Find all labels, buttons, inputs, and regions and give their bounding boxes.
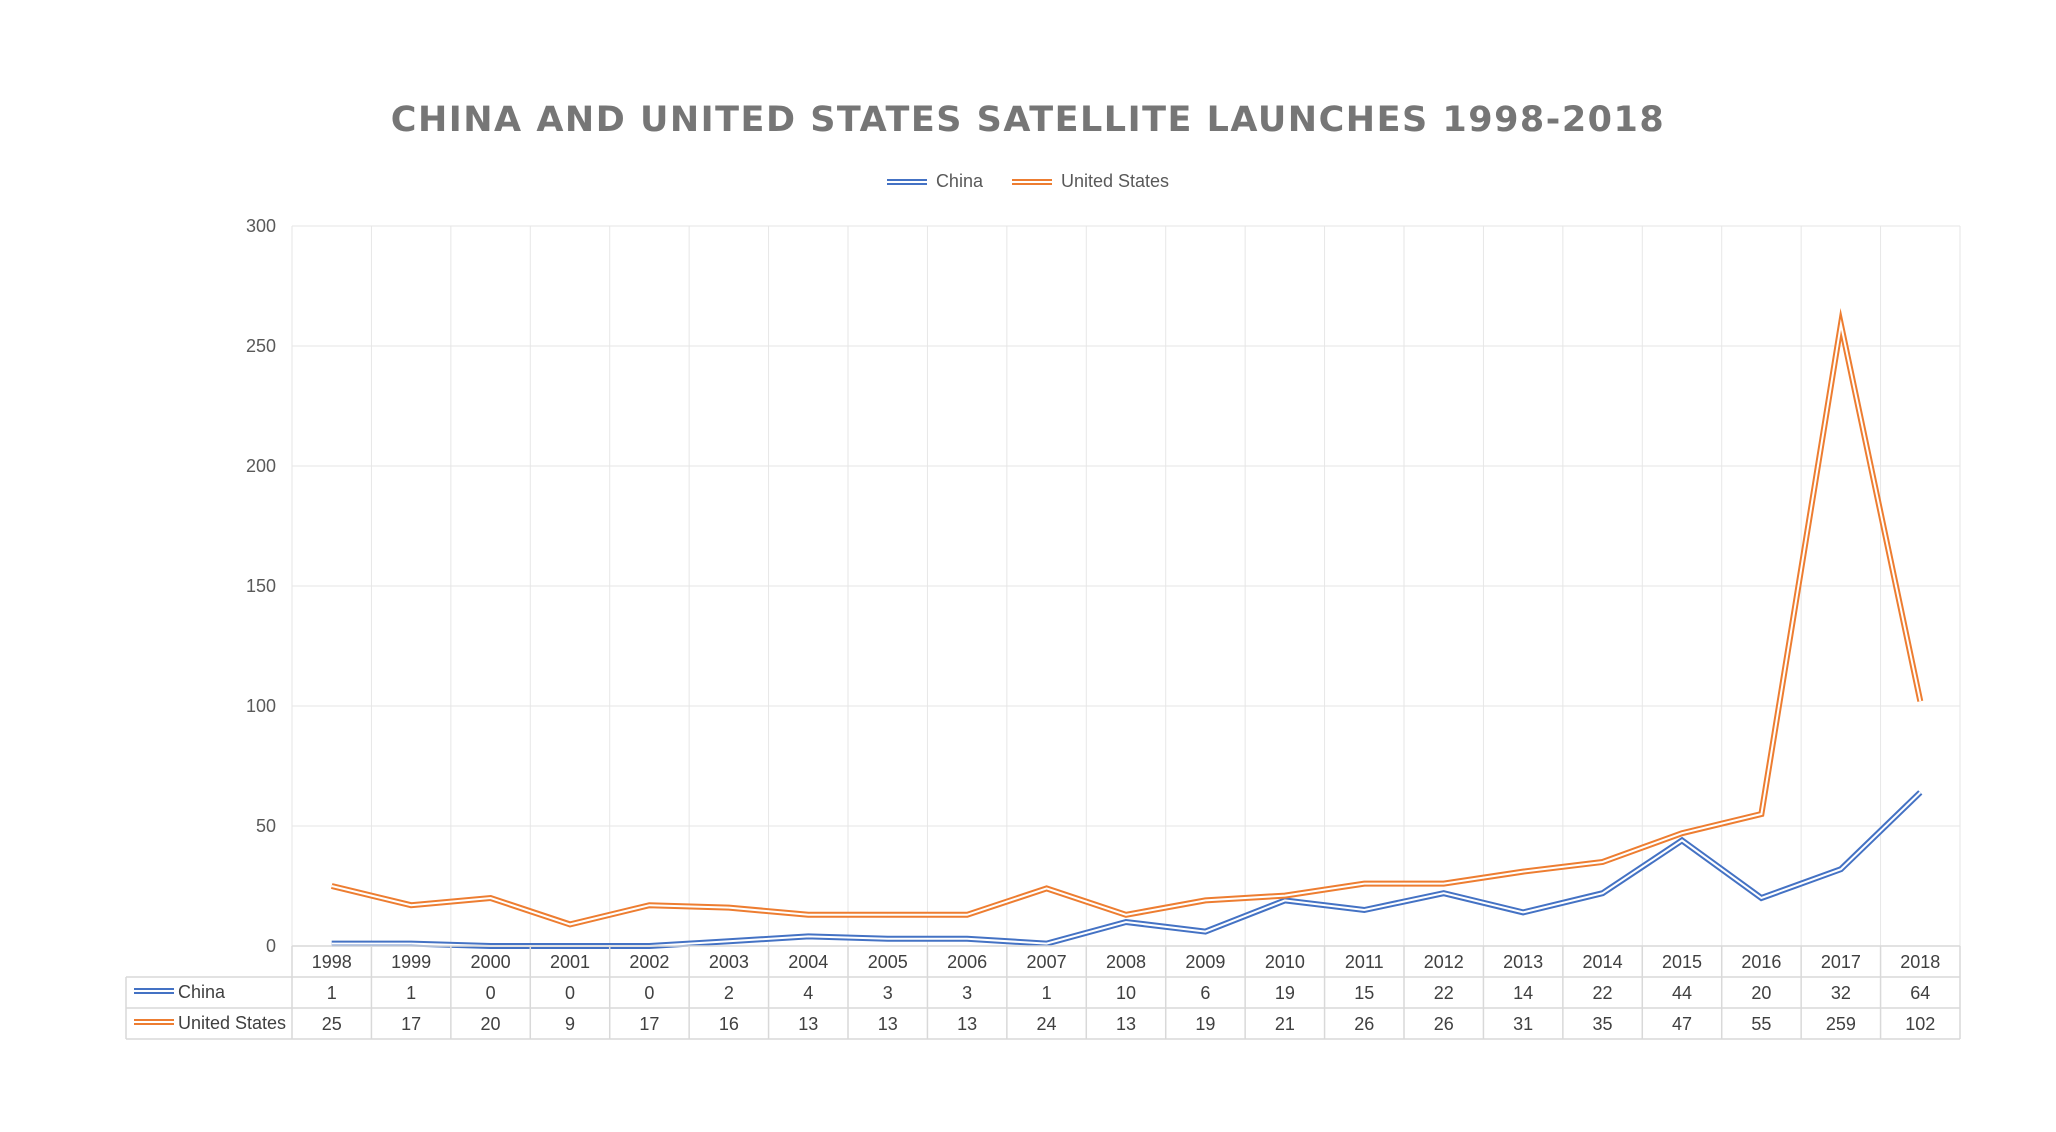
- x-tick-label-2006: 2006: [947, 952, 987, 972]
- data-label-china-2002: 0: [644, 983, 654, 1003]
- legend-label-china: China: [935, 170, 983, 191]
- legend: China United States: [0, 170, 2056, 192]
- data-label-china-2004: 4: [803, 983, 813, 1003]
- data-label-china-2006: 3: [962, 983, 972, 1003]
- data-label-china-2015: 44: [1672, 983, 1692, 1003]
- table-row-label-united-states: United States: [178, 1013, 286, 1033]
- data-label-united-states-2018: 102: [1905, 1014, 1935, 1034]
- y-tick-label-150: 150: [246, 576, 276, 596]
- grid: [291, 225, 1961, 946]
- legend-item-china: China: [886, 170, 983, 192]
- legend-swatch-china: [886, 179, 927, 185]
- x-tick-label-2010: 2010: [1265, 952, 1305, 972]
- x-tick-label-2016: 2016: [1741, 952, 1781, 972]
- data-label-china-2018: 64: [1910, 983, 1930, 1003]
- series-line-united-states: [330, 308, 1924, 928]
- y-tick-label-50: 50: [256, 816, 276, 836]
- data-label-china-2007: 1: [1042, 983, 1052, 1003]
- data-label-united-states-2012: 26: [1434, 1014, 1454, 1034]
- data-label-china-2008: 10: [1116, 983, 1136, 1003]
- data-label-united-states-2000: 20: [481, 1014, 501, 1034]
- series-lines: [330, 308, 1924, 949]
- data-label-united-states-2004: 13: [798, 1014, 818, 1034]
- y-axis: 0 50 100 150 200 250 300: [246, 216, 276, 956]
- x-tick-label-2012: 2012: [1424, 952, 1464, 972]
- legend-label-united-states: United States: [1061, 170, 1170, 191]
- x-tick-label-2007: 2007: [1027, 952, 1067, 972]
- data-label-united-states-2003: 16: [719, 1014, 739, 1034]
- x-tick-label-2009: 2009: [1185, 952, 1225, 972]
- data-label-united-states-2009: 19: [1195, 1014, 1215, 1034]
- x-tick-label-2013: 2013: [1503, 952, 1543, 972]
- x-tick-label-2011: 2011: [1345, 952, 1384, 972]
- x-tick-label-2001: 2001: [550, 952, 590, 972]
- x-tick-label-1998: 1998: [312, 952, 352, 972]
- chart-title: CHINA AND UNITED STATES SATELLITE LAUNCH…: [390, 100, 1666, 140]
- data-table: 1998 1999 2000 2001 2002 2003 2004 2005 2006 2007…: [125, 945, 1961, 1040]
- data-label-united-states-1998: 25: [322, 1014, 342, 1034]
- data-label-united-states-2011: 26: [1354, 1014, 1374, 1034]
- y-tick-label-100: 100: [246, 696, 276, 716]
- y-tick-label-200: 200: [246, 456, 276, 476]
- data-label-china-1999: 1: [406, 983, 416, 1003]
- y-tick-label-250: 250: [246, 336, 276, 356]
- x-tick-label-2004: 2004: [788, 952, 828, 972]
- data-label-united-states-2013: 31: [1513, 1014, 1533, 1034]
- data-label-united-states-2014: 35: [1593, 1014, 1613, 1034]
- data-label-china-2010: 19: [1275, 983, 1295, 1003]
- data-label-china-2000: 0: [486, 983, 496, 1003]
- data-label-china-2016: 20: [1751, 983, 1771, 1003]
- data-label-china-1998: 1: [327, 983, 337, 1003]
- legend-swatch-united-states: [1011, 179, 1052, 185]
- y-tick-label-300: 300: [246, 216, 276, 236]
- data-label-united-states-2017: 259: [1826, 1014, 1856, 1034]
- table-row-label-china: China: [178, 982, 226, 1002]
- x-tick-label-2000: 2000: [471, 952, 511, 972]
- legend-item-united-states: United States: [1011, 170, 1170, 192]
- x-tick-label-2014: 2014: [1583, 952, 1623, 972]
- data-label-china-2001: 0: [565, 983, 575, 1003]
- data-label-united-states-2005: 13: [878, 1014, 898, 1034]
- x-tick-label-2018: 2018: [1900, 952, 1940, 972]
- data-label-china-2013: 14: [1513, 983, 1533, 1003]
- x-tick-label-2002: 2002: [629, 952, 669, 972]
- x-tick-label-2005: 2005: [868, 952, 908, 972]
- data-label-united-states-2015: 47: [1672, 1014, 1692, 1034]
- data-label-united-states-2007: 24: [1037, 1014, 1057, 1034]
- data-label-united-states-2006: 13: [957, 1014, 977, 1034]
- data-label-china-2011: 15: [1354, 983, 1374, 1003]
- data-label-united-states-1999: 17: [401, 1014, 421, 1034]
- data-label-china-2014: 22: [1593, 983, 1613, 1003]
- x-tick-label-2017: 2017: [1821, 952, 1861, 972]
- data-label-china-2017: 32: [1831, 983, 1851, 1003]
- data-label-china-2009: 6: [1200, 983, 1210, 1003]
- data-label-china-2003: 2: [724, 983, 734, 1003]
- data-label-china-2012: 22: [1434, 983, 1454, 1003]
- data-label-united-states-2002: 17: [639, 1014, 659, 1034]
- data-label-united-states-2001: 9: [565, 1014, 575, 1034]
- x-tick-label-1999: 1999: [391, 952, 431, 972]
- x-tick-label-2008: 2008: [1106, 952, 1146, 972]
- y-tick-label-0: 0: [266, 936, 276, 956]
- data-label-united-states-2008: 13: [1116, 1014, 1136, 1034]
- x-tick-label-2015: 2015: [1662, 952, 1702, 972]
- x-tick-label-2003: 2003: [709, 952, 749, 972]
- data-label-united-states-2010: 21: [1275, 1014, 1295, 1034]
- data-label-china-2005: 3: [883, 983, 893, 1003]
- data-label-united-states-2016: 55: [1751, 1014, 1771, 1034]
